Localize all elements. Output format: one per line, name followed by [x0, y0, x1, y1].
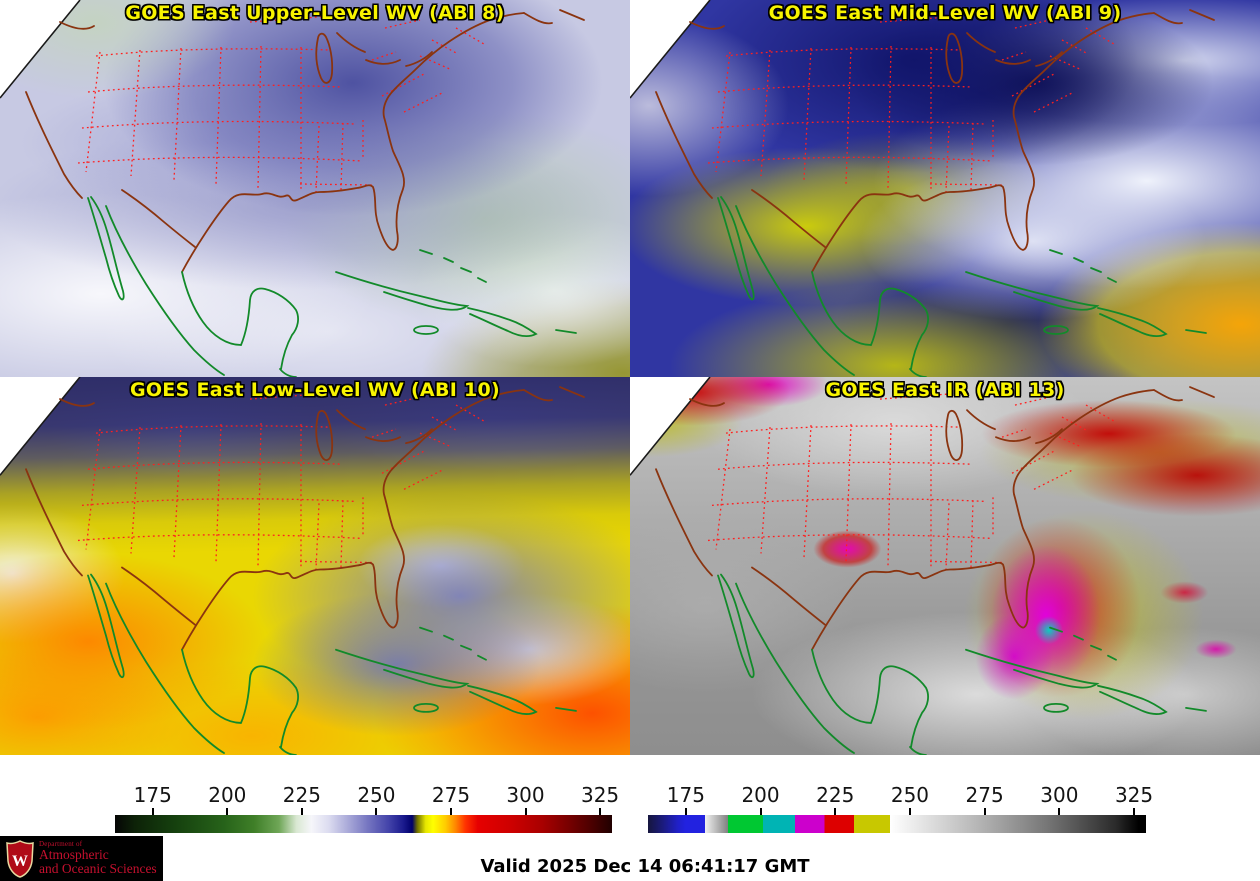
- colorbar-tick-mark: [1133, 808, 1136, 815]
- panel-title-mid-wv: GOES East Mid-Level WV (ABI 9): [768, 2, 1122, 24]
- colorbar-tick-mark: [684, 808, 687, 815]
- logo-name-line1: Atmospheric: [39, 847, 109, 862]
- logo-name-line2: and Oceanic Sciences: [39, 861, 157, 877]
- satellite-imagery-low-wv: [0, 377, 630, 755]
- colorbar-tick-mark: [983, 808, 986, 815]
- uw-crest-icon: W: [6, 839, 34, 878]
- panel-title-upper-wv: GOES East Upper-Level WV (ABI 8): [125, 2, 505, 24]
- colorbar-tick-mark: [449, 808, 452, 815]
- colorbar-tick-mark: [1058, 808, 1061, 815]
- logo-department-line: Department of: [39, 839, 83, 848]
- crest-letter: W: [12, 853, 28, 870]
- colorbar-tick-mark: [908, 808, 911, 815]
- satellite-imagery-upper-wv: [0, 0, 630, 377]
- colorbar-tick-label: 275: [431, 783, 471, 807]
- colorbar-tick-label: 250: [357, 783, 396, 807]
- colorbar-tick-label: 300: [1040, 783, 1079, 807]
- panel-low-level-wv: GOES East Low-Level WV (ABI 10): [0, 377, 630, 755]
- valid-time-label: Valid 2025 Dec 14 06:41:17 GMT: [480, 856, 810, 877]
- satellite-imagery-ir: [630, 377, 1260, 755]
- colorbar-tick-label: 200: [741, 783, 780, 807]
- colorbar-tick-mark: [375, 808, 378, 815]
- colorbar-tick-label: 300: [506, 783, 545, 807]
- wv-colorbar-gradient: [115, 815, 612, 833]
- colorbar-tick-mark: [226, 808, 229, 815]
- colorbar-tick-label: 225: [816, 783, 855, 807]
- panel-upper-level-wv: GOES East Upper-Level WV (ABI 8): [0, 0, 630, 377]
- satellite-imagery-mid-wv: [630, 0, 1260, 377]
- ir-colorbar: 175 200 225 250 275 300 325: [648, 783, 1153, 833]
- wv-colorbar: 175 200 225 250 275 300 325: [115, 783, 619, 833]
- colorbar-tick-mark: [599, 808, 602, 815]
- colorbar-tick-label: 200: [208, 783, 247, 807]
- panel-mid-level-wv: GOES East Mid-Level WV (ABI 9): [630, 0, 1260, 377]
- panel-title-low-wv: GOES East Low-Level WV (ABI 10): [129, 379, 501, 401]
- colorbar-tick-mark: [834, 808, 837, 815]
- colorbar-tick-mark: [524, 808, 527, 815]
- map-overlay: [0, 0, 585, 377]
- map-overlay: [630, 0, 1215, 377]
- colorbar-tick-mark: [151, 808, 154, 815]
- colorbar-tick-label: 275: [965, 783, 1004, 807]
- map-overlay: [0, 377, 585, 755]
- colorbar-tick-label: 250: [890, 783, 930, 807]
- colorbar-tick-label: 175: [666, 783, 705, 807]
- uw-aos-logo: W Department of Atmospheric and Oceanic …: [0, 836, 163, 881]
- colorbar-tick-mark: [300, 808, 303, 815]
- panel-title-ir: GOES East IR (ABI 13): [825, 379, 1065, 401]
- colorbar-tick-label: 325: [580, 783, 620, 807]
- colorbar-tick-mark: [759, 808, 762, 815]
- colorbar-tick-label: 325: [1114, 783, 1154, 807]
- colorbar-tick-label: 175: [133, 783, 172, 807]
- colorbar-tick-label: 225: [282, 783, 321, 807]
- map-overlay: [630, 377, 1215, 755]
- panel-ir: GOES East IR (ABI 13): [630, 377, 1260, 755]
- ir-colorbar-gradient: [648, 815, 1146, 833]
